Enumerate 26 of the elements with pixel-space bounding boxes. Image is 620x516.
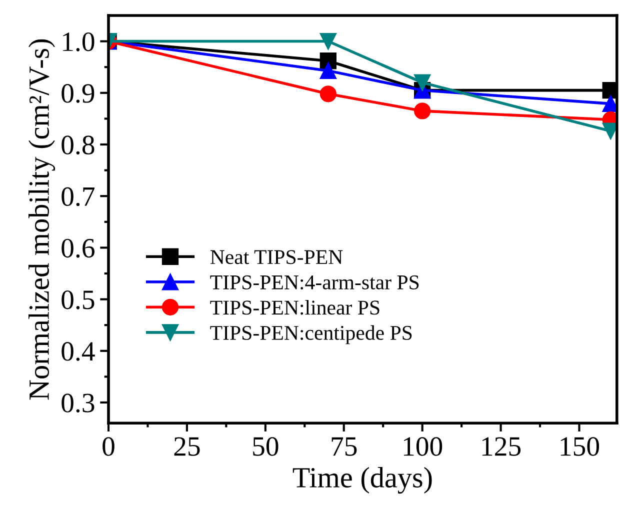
legend-label: TIPS-PEN:linear PS <box>210 300 380 315</box>
y-tick-label: 0.9 <box>62 84 94 103</box>
point <box>320 86 337 102</box>
x-tick-label: 150 <box>560 437 600 456</box>
point <box>320 32 337 50</box>
y-tick-label: 1.0 <box>63 32 94 52</box>
point <box>414 74 431 91</box>
y-tick-label: 0.4 <box>62 342 95 361</box>
x-axis-title: Time (days) <box>292 467 432 494</box>
point <box>414 102 431 120</box>
y-tick-label: 0.7 <box>62 187 95 206</box>
x-tick-label: 100 <box>404 437 442 456</box>
x-tick-label: 50 <box>253 437 278 456</box>
y-tick-label: 0.6 <box>62 238 94 258</box>
y-tick-label: 0.8 <box>62 136 94 155</box>
x-tick-label: 0 <box>102 437 114 456</box>
y-tick-label: 0.5 <box>62 290 94 310</box>
legend-label: TIPS-PEN:centipede PS <box>210 325 412 344</box>
x-tick-label: 25 <box>174 437 200 456</box>
y-axis-title: Normalized mobility (cm²/V-s) <box>28 39 56 400</box>
legend-label: Neat TIPS-PEN <box>210 250 343 264</box>
x-tick-label: 125 <box>482 437 521 456</box>
point <box>602 95 617 112</box>
legend-label: TIPS-PEN:4-arm-star PS <box>210 275 419 290</box>
y-tick-label: 0.3 <box>62 394 94 413</box>
x-tick-label: 75 <box>332 437 357 456</box>
